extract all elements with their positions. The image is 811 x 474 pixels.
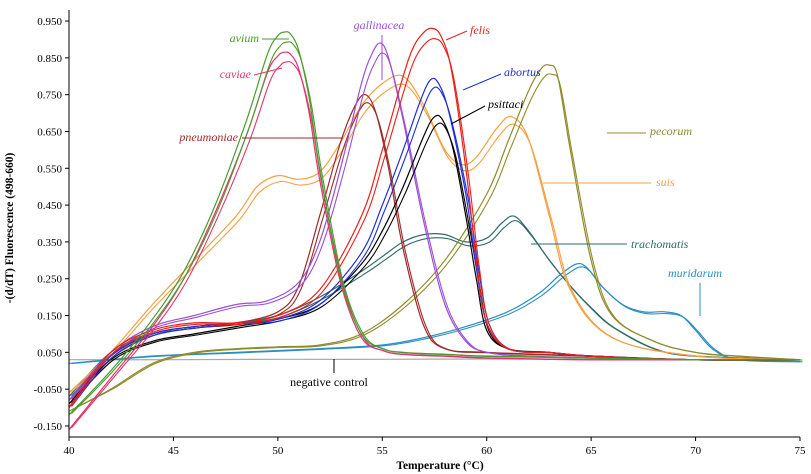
series-label-felis: felis bbox=[470, 23, 490, 37]
series-label-negative-control: negative control bbox=[290, 375, 368, 389]
y-tick-label: 0.950 bbox=[37, 16, 62, 28]
series-line-trachomatis-replicate bbox=[71, 220, 803, 397]
series-line-caviae bbox=[68, 51, 800, 430]
series-line-pecorum-replicate bbox=[71, 73, 803, 411]
series-label-muridarum: muridarum bbox=[668, 266, 722, 280]
series-line-suis bbox=[68, 74, 801, 394]
series-line-trachomatis bbox=[68, 215, 801, 397]
x-tick-label: 50 bbox=[272, 445, 284, 457]
series-line-muridarum-replicate bbox=[71, 266, 803, 365]
y-tick-label: 0.850 bbox=[37, 53, 62, 65]
series-line-psittaci-replicate bbox=[71, 122, 803, 404]
series-label-suis: suis bbox=[656, 175, 675, 189]
series-label-avium: avium bbox=[230, 31, 260, 45]
series-line-muridarum bbox=[68, 262, 801, 364]
x-tick-label: 40 bbox=[64, 445, 76, 457]
y-tick-label: 0.650 bbox=[37, 126, 62, 138]
series-label-gallinacea: gallinacea bbox=[354, 18, 405, 32]
series-label-psittaci: psittaci bbox=[487, 97, 523, 111]
x-ticks: 40 45 50 55 60 65 70 75 bbox=[64, 437, 807, 457]
series-line-avium-replicate bbox=[71, 41, 803, 414]
series-label-trachomatis: trachomatis bbox=[631, 237, 689, 251]
series-line-caviae-replicate bbox=[71, 61, 803, 429]
x-tick-label: 55 bbox=[377, 445, 389, 457]
series-callouts: avium caviae gallinacea felis abortus psittac… bbox=[178, 18, 722, 389]
series-line-felis bbox=[68, 27, 801, 408]
callout-leader-felis bbox=[445, 30, 468, 41]
y-axis-title: -(d/dT) Fluorescence (498-660) bbox=[4, 153, 16, 304]
y-tick-label: 0.250 bbox=[37, 274, 62, 286]
y-tick-label: 0.550 bbox=[37, 163, 62, 175]
series-label-abortus: abortus bbox=[504, 65, 541, 79]
series-lines bbox=[68, 27, 803, 430]
x-tick-label: 75 bbox=[795, 445, 807, 457]
x-tick-label: 60 bbox=[481, 445, 493, 457]
x-tick-label: 45 bbox=[168, 445, 180, 457]
axes bbox=[68, 10, 800, 438]
x-axis-title: Temperature (°C) bbox=[396, 460, 483, 472]
series-label-caviae: caviae bbox=[220, 67, 252, 81]
series-line-gallinacea-replicate bbox=[71, 52, 803, 400]
series-line-gallinacea bbox=[68, 42, 801, 401]
series-line-felis-replicate bbox=[71, 38, 803, 407]
callout-leader-abortus bbox=[462, 73, 502, 91]
y-tick-label: -0.050 bbox=[34, 384, 63, 396]
y-tick-label: 0.150 bbox=[37, 311, 62, 323]
series-label-pecorum: pecorum bbox=[649, 124, 692, 138]
callout-leader-psittaci bbox=[450, 105, 486, 125]
y-tick-label: 0.750 bbox=[37, 90, 62, 102]
x-tick-label: 70 bbox=[690, 445, 702, 457]
y-tick-label: 0.350 bbox=[37, 237, 62, 249]
x-tick-label: 65 bbox=[586, 445, 598, 457]
y-tick-label: 0.050 bbox=[37, 347, 62, 359]
y-ticks: -0.150 -0.050 0.050 0.150 0.250 0.350 0.450 0.5… bbox=[34, 16, 69, 433]
callout-leader-caviae bbox=[253, 67, 283, 76]
series-label-pneumoniae: pneumoniae bbox=[178, 130, 238, 144]
series-line-suis-replicate bbox=[71, 83, 803, 393]
y-tick-label: -0.150 bbox=[34, 421, 63, 433]
y-tick-label: 0.450 bbox=[37, 200, 62, 212]
series-line-avium bbox=[68, 31, 801, 416]
